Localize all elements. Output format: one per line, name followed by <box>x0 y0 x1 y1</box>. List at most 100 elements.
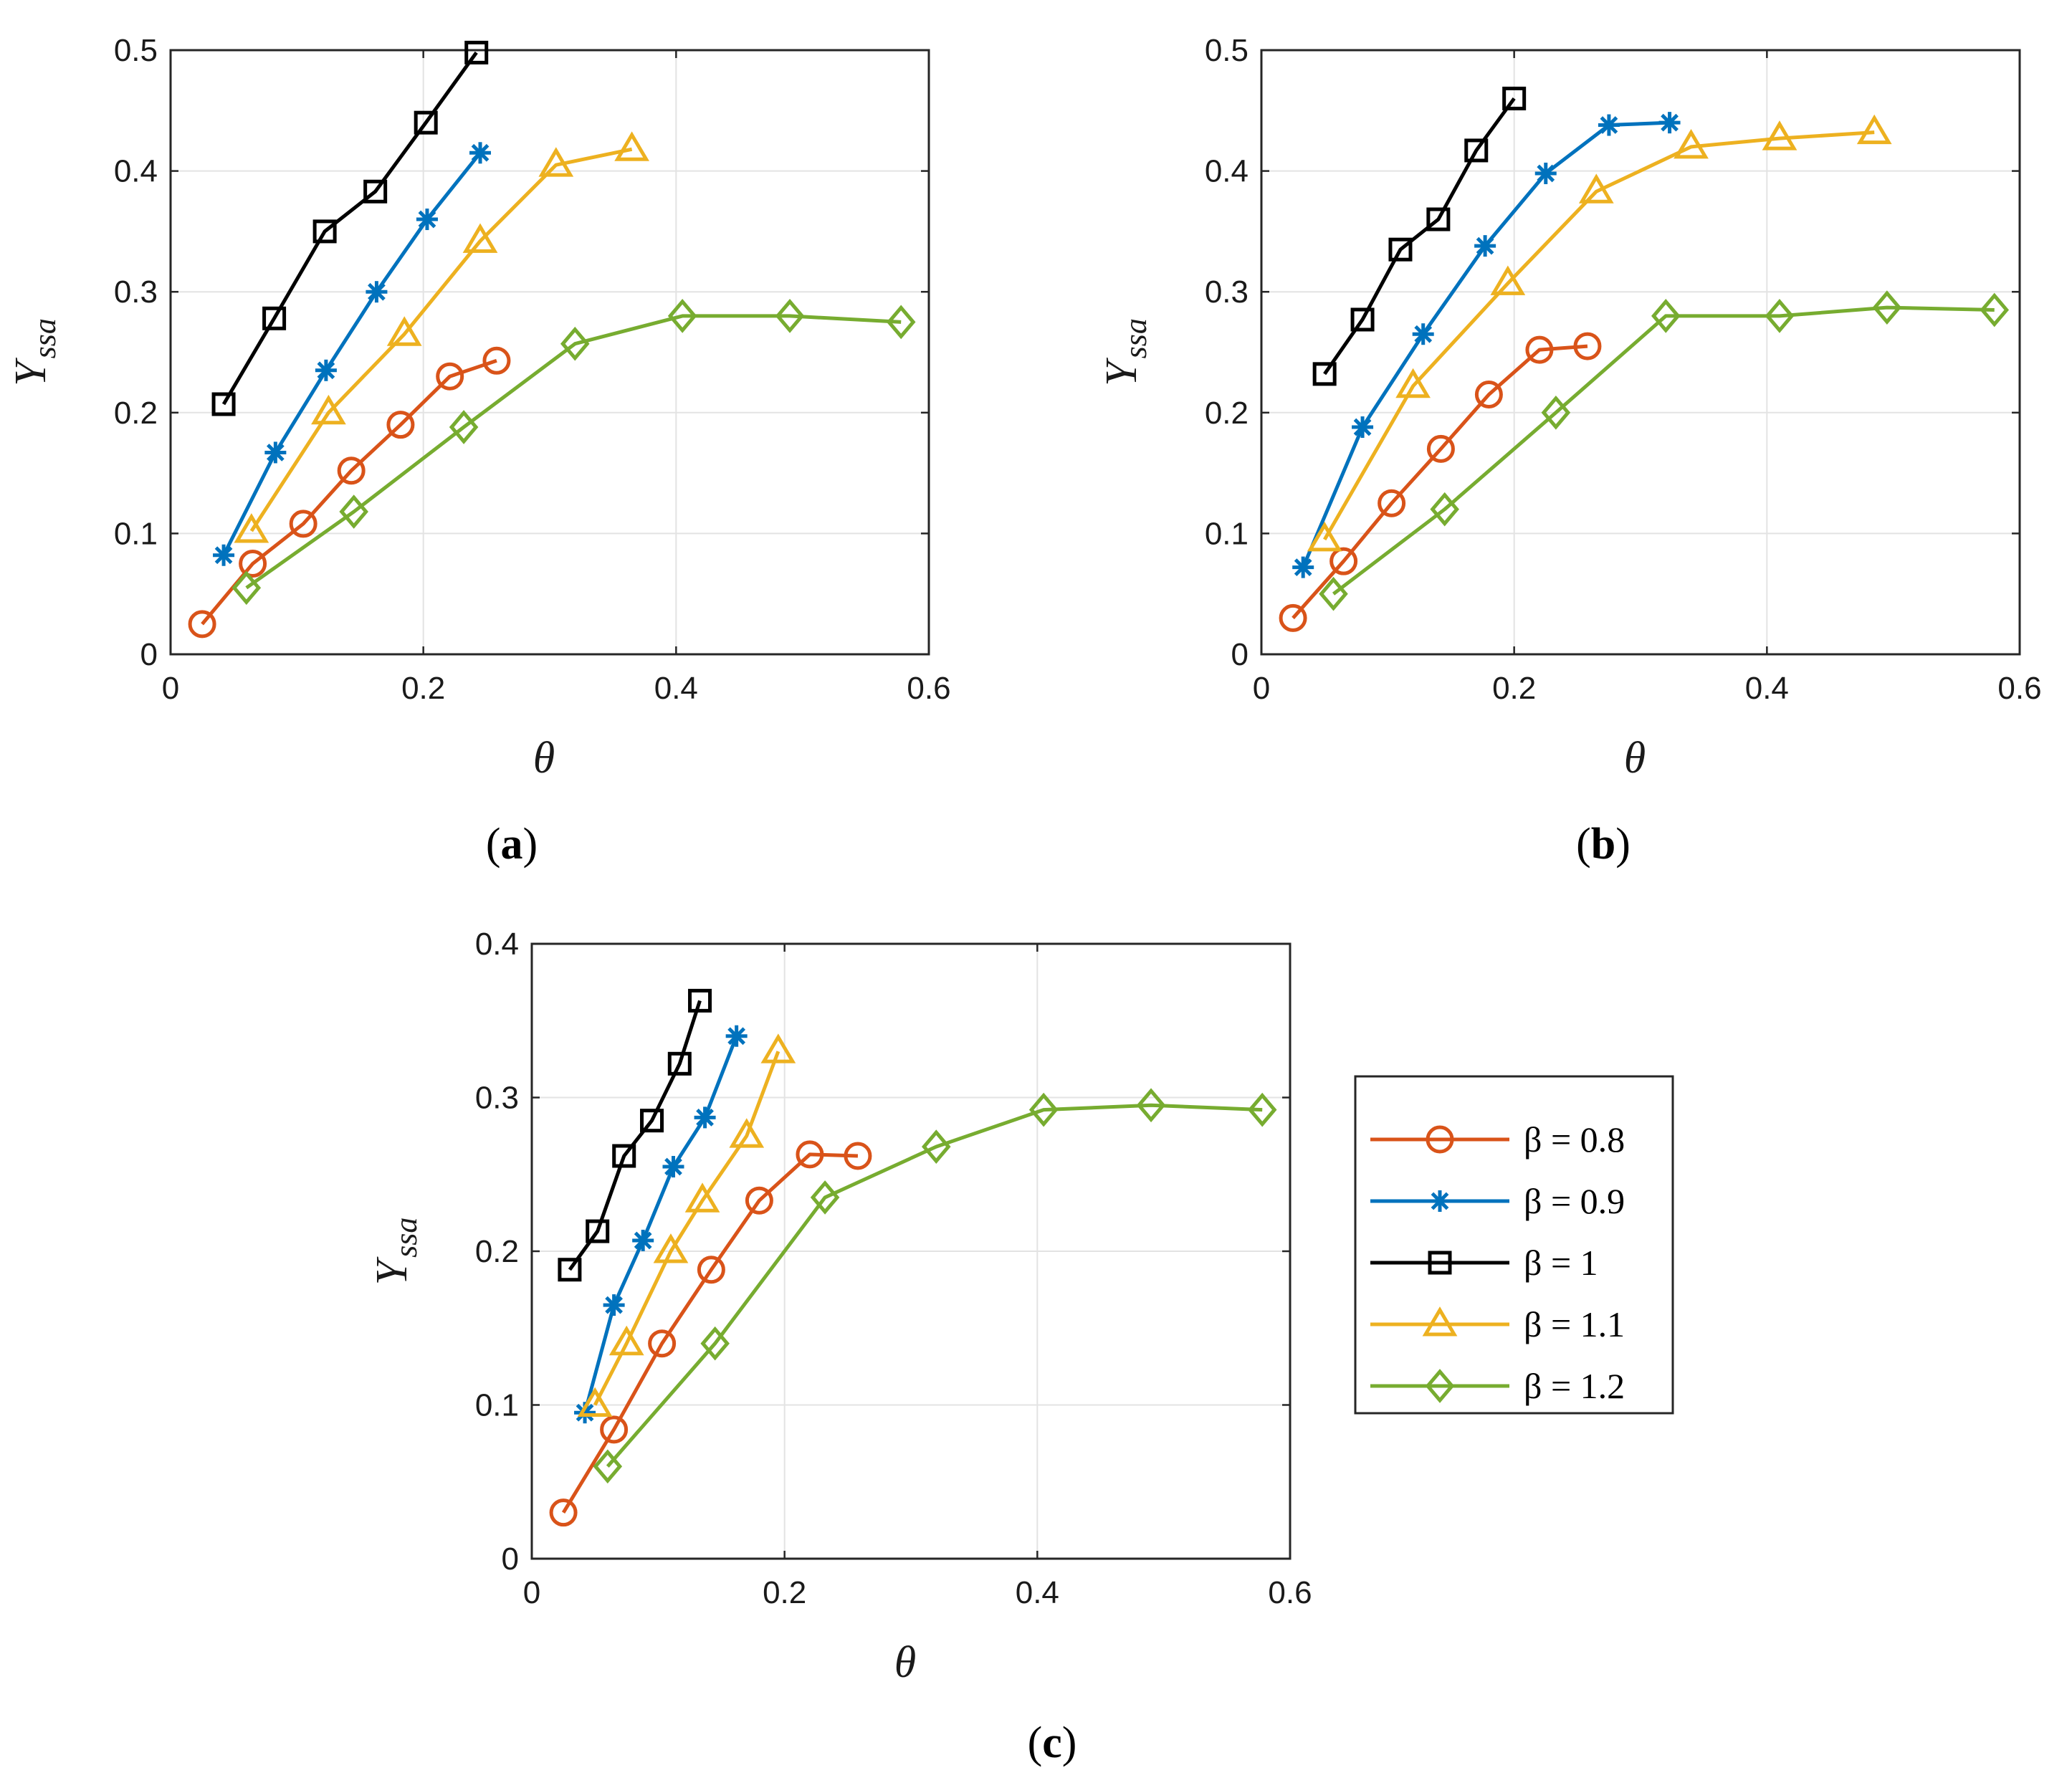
panel-c-series <box>593 1088 1277 1484</box>
panel-b-data-point <box>1312 362 1337 386</box>
panel-c-data-point <box>662 1156 684 1178</box>
panel-a-data-point <box>315 359 337 381</box>
panel-b-data-point <box>1474 381 1503 409</box>
panel-c-data-point <box>558 1258 582 1282</box>
panel-b-data-point <box>1292 556 1314 578</box>
panel-a-data-point <box>469 142 492 164</box>
legend-item-label: β = 1 <box>1524 1243 1598 1283</box>
panel-c-data-point-stroke <box>576 1403 594 1422</box>
panel-a-data-point <box>211 392 236 416</box>
legend: β = 0.8 β = 0.9 β = 1 β = 1.1 β = 1.2 <box>1354 1075 1674 1415</box>
panel-a-ytick-label: 0.5 <box>114 33 158 68</box>
panel-c-series <box>558 988 712 1282</box>
panel-c-xtick-label: 0.6 <box>1268 1575 1312 1610</box>
panel-c-data-point-stroke <box>634 1231 652 1250</box>
panel-a-series-line <box>249 147 633 532</box>
panel-b-data-point <box>1651 299 1681 333</box>
panel-b-data-point <box>1378 489 1406 517</box>
panel-c-data-point-stroke <box>727 1027 746 1046</box>
panel-b-data-point-stroke <box>1537 164 1555 183</box>
panel-a-data-point <box>262 306 287 330</box>
panel-b-xtick-label: 0 <box>1253 671 1270 706</box>
panel-c-data-point <box>603 1294 625 1316</box>
panel-a-data-point-stroke <box>214 546 233 565</box>
panel-a-xtick-label: 0.6 <box>907 671 950 706</box>
panel-c-ylabel: Yssa <box>368 1218 424 1286</box>
panel-a-caption: (a) <box>486 820 538 869</box>
legend-item: β = 1 <box>1370 1243 1598 1283</box>
panel-b-ytick-label: 0.4 <box>1205 154 1249 189</box>
panel-a-plot: 0 0.2 0.4 0.6 0 0.1 0.2 0.3 0.4 0.5 θ Yssa <box>6 33 951 783</box>
panel-a-data-point <box>462 223 498 253</box>
panel-c-xtick-label: 0.4 <box>1016 1575 1059 1610</box>
panel-a-data-point <box>414 110 438 135</box>
panel-a-data-point <box>886 305 916 340</box>
panel-b-ytick-label: 0.5 <box>1205 33 1249 68</box>
panel-c-data-point <box>688 988 712 1013</box>
legend-item-label: β = 1.2 <box>1524 1366 1625 1406</box>
panel-c-series-line <box>561 1152 859 1514</box>
panel-c-xlabel: θ <box>894 1638 916 1687</box>
panel-c-series <box>574 1025 748 1424</box>
panel-c-xtick-label: 0.2 <box>763 1575 806 1610</box>
panel-a-data-point-stroke <box>266 444 285 462</box>
panel-c-data-point <box>632 1229 654 1251</box>
panel-b-caption-letter: b <box>1591 820 1615 869</box>
panel-c-data-point <box>725 1025 748 1047</box>
panel-b-caption: (b) <box>1576 820 1631 869</box>
panel-c-data-point-stroke <box>605 1296 623 1314</box>
panel-b-ylabel: Yssa <box>1097 318 1153 386</box>
panel-b-data-point <box>1674 128 1709 159</box>
panel-c-ytick-label: 0.1 <box>475 1388 519 1423</box>
panel-a-data-point <box>188 610 216 639</box>
legend-item-marker-stroke <box>1431 1192 1449 1210</box>
panel-b-ytick-label: 0 <box>1231 637 1249 672</box>
panel-c-series-line <box>583 1035 738 1413</box>
panel-b-series-line <box>1332 305 1995 596</box>
panel-c-data-point-stroke <box>664 1157 682 1176</box>
panel-b-data-point <box>1464 138 1489 163</box>
panel-b-data-point <box>1534 162 1557 184</box>
panel-c-data-point <box>1028 1092 1059 1127</box>
panel-a-data-point <box>614 131 649 161</box>
panel-b-data-point <box>1329 547 1358 575</box>
panel-a-data-point <box>560 326 590 361</box>
panel-b-series-line <box>1292 344 1588 620</box>
panel-a-data-point <box>234 513 269 543</box>
panel-b-series <box>1319 290 2010 611</box>
panel-b-data-point <box>1658 112 1681 134</box>
panel-a-ytick-label: 0.1 <box>114 516 158 551</box>
panel-a-data-point-stroke <box>471 143 490 162</box>
panel-b-data-point-stroke <box>1661 113 1679 132</box>
panel-c-data-point <box>921 1129 951 1165</box>
panel-c-data-point <box>549 1498 578 1527</box>
panel-c-data-point <box>608 1325 644 1356</box>
panel-a-data-point <box>436 362 464 391</box>
panel-a-ylabel: Yssa <box>6 318 62 386</box>
legend-item-label: β = 0.8 <box>1524 1119 1625 1160</box>
panel-a-series <box>231 299 916 606</box>
panel-a-data-point <box>337 456 366 485</box>
panel-c-data-point <box>796 1140 824 1169</box>
panel-c-ytick-label: 0 <box>502 1541 519 1577</box>
panel-b-data-point-stroke <box>1353 418 1372 436</box>
legend-item: β = 1.2 <box>1370 1366 1625 1406</box>
panel-b-data-point <box>1762 120 1798 150</box>
panel-a-data-point <box>239 550 267 578</box>
panel-b-data-point <box>1765 299 1795 333</box>
panel-a-ylabel-sub: ssa <box>27 318 62 358</box>
legend-box <box>1354 1075 1674 1415</box>
panel-b-series <box>1307 114 1892 552</box>
panel-a-ytick-label: 0.4 <box>114 154 158 189</box>
legend-item-marker <box>1429 1190 1451 1212</box>
panel-a-ytick-label: 0 <box>140 637 158 672</box>
panel-a-xtick-label: 0 <box>162 671 179 706</box>
panel-c-data-point <box>760 1033 796 1063</box>
panel-b-series <box>1292 112 1681 578</box>
panel-a-data-point <box>366 281 388 303</box>
panel-b-data-point <box>1430 492 1459 527</box>
panel-b-data-point <box>1578 173 1614 204</box>
panel-b-data-point <box>1426 207 1451 231</box>
panel-b-series <box>1279 332 1602 632</box>
